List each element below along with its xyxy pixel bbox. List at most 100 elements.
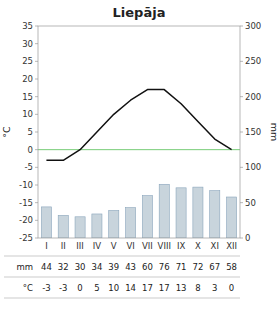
data-label: 14: [125, 283, 136, 293]
data-label: 71: [176, 262, 187, 272]
table-rule: [4, 277, 240, 278]
tick-label: -15: [19, 198, 33, 208]
reference-line: [38, 149, 240, 150]
tick-label: 5: [28, 127, 33, 137]
plot-area: [38, 90, 240, 238]
tick: [35, 79, 38, 80]
data-label: 3: [212, 283, 217, 293]
tick: [240, 132, 243, 133]
data-label: -3: [59, 283, 67, 293]
data-label: 13: [176, 283, 187, 293]
data-label: 8: [195, 283, 200, 293]
data-label: 58: [226, 262, 237, 272]
data-label: 76: [159, 262, 170, 272]
data-label: 39: [108, 262, 119, 272]
data-label: 67: [209, 262, 220, 272]
bar: [142, 196, 152, 238]
tick: [35, 43, 38, 44]
tick-label: 15: [22, 92, 33, 102]
bar: [58, 215, 68, 238]
tick: [35, 61, 38, 62]
tick-label: XII: [226, 241, 237, 251]
tick: [240, 96, 243, 97]
tick: [35, 185, 38, 186]
plot-frame: [38, 26, 240, 238]
bar: [92, 214, 102, 238]
chart: Liepāja-25-20-15-10-50510152025303505010…: [0, 0, 278, 323]
tick-label: II: [61, 241, 66, 251]
bar: [193, 187, 203, 238]
tick-label: -25: [19, 233, 33, 243]
tick-label: 100: [245, 162, 261, 172]
tick-label: 300: [245, 21, 261, 31]
tick: [240, 26, 243, 27]
row-label: °C: [23, 283, 33, 293]
tick-label: VIII: [158, 241, 171, 251]
tick: [35, 149, 38, 150]
data-label: 60: [142, 262, 153, 272]
tick-label: 30: [22, 39, 33, 49]
bar: [126, 208, 136, 238]
tick-label: IX: [177, 241, 186, 251]
tick-label: 200: [245, 92, 261, 102]
tick-label: V: [111, 241, 117, 251]
data-label: 10: [108, 283, 119, 293]
tick: [35, 114, 38, 115]
bar: [210, 191, 220, 238]
row-label: mm: [16, 262, 33, 272]
tick: [240, 61, 243, 62]
data-label: 32: [58, 262, 69, 272]
tick: [35, 220, 38, 221]
bar: [109, 210, 119, 238]
data-label: 17: [142, 283, 153, 293]
data-label: 0: [229, 283, 234, 293]
title: Liepāja: [113, 5, 166, 20]
tick-label: -10: [19, 180, 33, 190]
tick-label: X: [195, 241, 201, 251]
tick-label: 0: [28, 145, 33, 155]
data-label: 30: [75, 262, 86, 272]
tick-label: 10: [22, 109, 33, 119]
tick-label: 25: [22, 56, 33, 66]
tick-label: III: [76, 241, 84, 251]
data-label: 72: [193, 262, 204, 272]
tick: [35, 26, 38, 27]
tick-label: 50: [245, 198, 256, 208]
tick-label: I: [45, 241, 48, 251]
data-label: 34: [92, 262, 103, 272]
table-rule: [4, 256, 240, 257]
tick-label: 250: [245, 56, 261, 66]
bar: [159, 184, 169, 238]
tick-label: XI: [211, 241, 219, 251]
data-label: 43: [125, 262, 136, 272]
tick: [35, 132, 38, 133]
axis-label: mm: [269, 123, 278, 142]
tick: [35, 238, 38, 239]
bar: [176, 188, 186, 238]
tick: [35, 96, 38, 97]
data-label: 44: [41, 262, 52, 272]
tick-label: VI: [126, 241, 134, 251]
line: [46, 90, 231, 161]
tick-label: 20: [22, 74, 33, 84]
data-label: 0: [77, 283, 82, 293]
tick-label: 0: [245, 233, 250, 243]
axis-label: °C: [1, 126, 12, 138]
tick: [35, 167, 38, 168]
tick-label: VII: [142, 241, 153, 251]
tick-label: -5: [25, 162, 33, 172]
data-label: -3: [42, 283, 50, 293]
data-label: 5: [94, 283, 99, 293]
tick: [35, 202, 38, 203]
tick: [240, 202, 243, 203]
tick-label: 35: [22, 21, 33, 31]
bar: [75, 217, 85, 238]
bar: [41, 207, 51, 238]
data-label: 17: [159, 283, 170, 293]
tick-label: 150: [245, 127, 261, 137]
tick-label: IV: [93, 241, 102, 251]
tick-label: -20: [19, 215, 33, 225]
table-rule: [4, 298, 240, 299]
tick: [240, 167, 243, 168]
tick: [240, 238, 243, 239]
